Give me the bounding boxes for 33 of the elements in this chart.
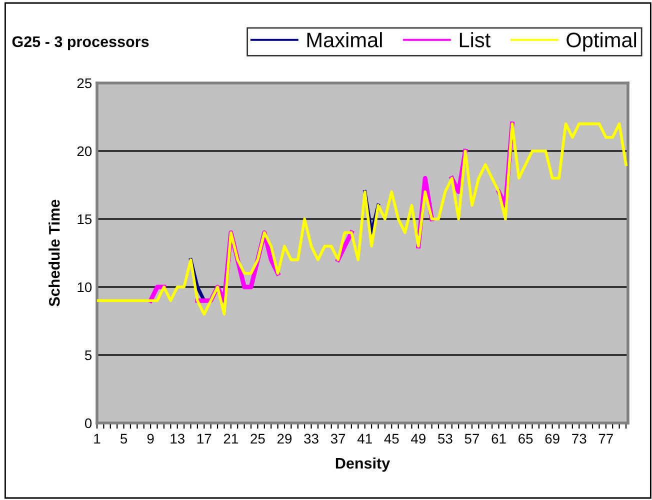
chart-title: G25 - 3 processors [12,36,149,50]
x-tick-label: 21 [224,434,238,444]
y-tick-label: 15 [78,214,92,224]
x-tick-label: 37 [330,434,346,444]
x-tick-label: 25 [250,434,265,444]
x-tick-label: 33 [304,434,318,444]
line-series [97,122,628,316]
x-tick-label: 57 [464,434,480,444]
legend-label: Maximal [307,32,382,48]
x-tick-label: 65 [518,434,533,444]
x-tick-label: 73 [572,434,586,444]
x-tick-label: 49 [411,434,426,444]
x-tick-label: 9 [147,434,154,444]
x-tick-label: 53 [438,434,452,444]
x-tick-label: 17 [197,434,212,444]
x-tick-label: 1 [94,434,100,444]
x-tick-label: 69 [545,434,560,444]
y-tick-label: 5 [84,350,92,360]
legend-label: Optimal [566,32,636,52]
legend-label: List [460,32,490,48]
x-tick-label: 29 [277,434,292,444]
y-axis-title: Schedule Time [48,200,60,306]
y-tick-label: 20 [77,146,92,156]
x-tick-label: 41 [357,434,372,444]
x-tick-label: 61 [492,434,506,444]
y-tick-label: 10 [78,282,92,292]
x-axis-title: Density [336,457,390,472]
x-tick-label: 13 [170,434,184,444]
y-tick-label: 0 [84,418,92,428]
x-tick-label: 45 [384,434,399,444]
y-tick-label: 25 [77,78,92,88]
x-tick-label: 77 [598,434,613,444]
x-tick-label: 5 [120,434,128,444]
